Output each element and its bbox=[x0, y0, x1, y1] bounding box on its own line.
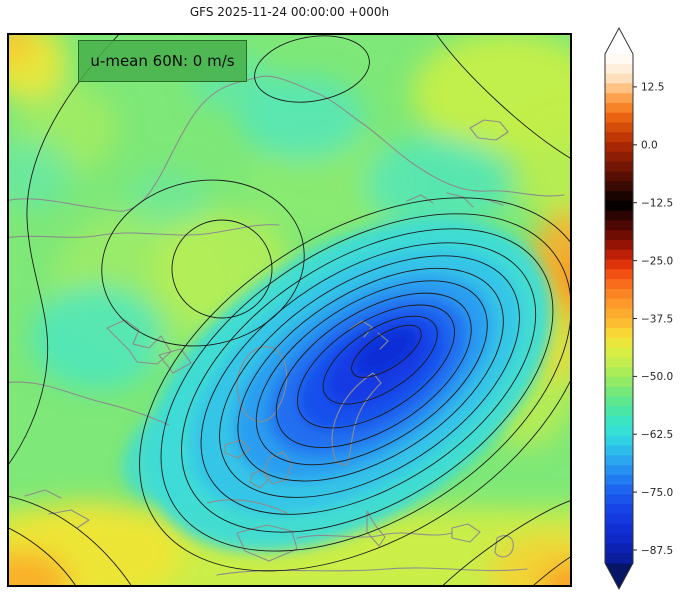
colorbar-band bbox=[605, 533, 633, 545]
weather-map bbox=[7, 33, 572, 587]
colorbar-band bbox=[605, 298, 633, 310]
contour-lines bbox=[7, 33, 572, 587]
colorbar-band bbox=[605, 230, 633, 241]
colorbar-band bbox=[605, 102, 633, 114]
colorbar-band bbox=[605, 200, 633, 212]
colorbar-band bbox=[605, 279, 633, 290]
colorbar-ticks: 12.5 0.0 −12.5 −25.0 −37.5 −50.0 −62.5 −75.0 −87… bbox=[633, 82, 673, 557]
colorbar-band bbox=[605, 122, 633, 133]
colorbar-band bbox=[605, 112, 633, 124]
colorbar-band bbox=[605, 514, 633, 525]
colorbar-tick-label: 12.5 bbox=[641, 82, 664, 94]
colorbar-band bbox=[605, 435, 633, 447]
anticyclone-outer-contour bbox=[101, 179, 305, 347]
colorbar-band bbox=[605, 220, 633, 231]
colorbar-band bbox=[605, 171, 633, 182]
colorbar-tick-label: −25.0 bbox=[641, 255, 673, 267]
colorbar-band bbox=[605, 161, 633, 173]
colorbar-band bbox=[605, 142, 633, 153]
colorbar-band bbox=[605, 337, 633, 349]
colorbar-band bbox=[605, 269, 633, 280]
colorbar-band bbox=[605, 455, 633, 466]
colorbar-band bbox=[605, 484, 633, 496]
colorbar-band bbox=[605, 239, 633, 251]
colorbar-over-arrow bbox=[605, 28, 633, 54]
colorbar-bands bbox=[605, 54, 633, 564]
temperature-field bbox=[7, 33, 572, 587]
colorbar-band bbox=[605, 83, 633, 94]
colorbar-band bbox=[605, 465, 633, 476]
colorbar-band bbox=[605, 181, 633, 192]
annotation-box: u-mean 60N: 0 m/s bbox=[78, 40, 247, 82]
colorbar-band bbox=[605, 523, 633, 535]
colorbar-band bbox=[605, 132, 633, 143]
colorbar-band bbox=[605, 308, 633, 319]
colorbar-band bbox=[605, 93, 633, 104]
colorbar-band bbox=[605, 249, 633, 261]
colorbar-band bbox=[605, 347, 633, 359]
colorbar-band bbox=[605, 259, 633, 270]
small-closed-contour bbox=[254, 35, 370, 103]
colorbar-band bbox=[605, 367, 633, 378]
colorbar-band bbox=[605, 406, 633, 417]
colorbar-band bbox=[605, 318, 633, 329]
colorbar-band bbox=[605, 425, 633, 437]
coastlines bbox=[7, 75, 565, 576]
colorbar-tick-label: −75.0 bbox=[641, 487, 673, 499]
colorbar-tick-label: 0.0 bbox=[641, 140, 658, 152]
colorbar-tick-label: −87.5 bbox=[641, 545, 673, 557]
colorbar-band bbox=[605, 63, 633, 75]
colorbar-band bbox=[605, 445, 633, 456]
colorbar-band bbox=[605, 288, 633, 300]
colorbar-band bbox=[605, 504, 633, 515]
colorbar-under-arrow bbox=[605, 563, 633, 589]
colorbar-tick-label: −37.5 bbox=[641, 313, 673, 325]
colorbar-band bbox=[605, 73, 633, 84]
colorbar-band bbox=[605, 357, 633, 368]
colorbar-band bbox=[605, 191, 633, 202]
colorbar-band bbox=[605, 416, 633, 427]
colorbar-band bbox=[605, 553, 633, 564]
colorbar-band bbox=[605, 386, 633, 398]
colorbar-band bbox=[605, 543, 633, 554]
colorbar-outline bbox=[604, 26, 634, 591]
colorbar-band bbox=[605, 54, 633, 65]
colorbar-band bbox=[605, 494, 633, 505]
colorbar-band bbox=[605, 377, 633, 388]
vortex-contours bbox=[139, 197, 572, 572]
colorbar-tick-label: −12.5 bbox=[641, 198, 673, 210]
colorbar-band bbox=[605, 151, 633, 163]
colorbar: 12.5 0.0 −12.5 −25.0 −37.5 −50.0 −62.5 −75.0 −87… bbox=[604, 26, 673, 591]
map-border bbox=[7, 33, 572, 587]
colorbar-tick-label: −62.5 bbox=[641, 429, 673, 441]
colorbar-band bbox=[605, 474, 633, 486]
anticyclone-inner-contour bbox=[171, 219, 273, 319]
figure-title: GFS 2025-11-24 00:00:00 +000h bbox=[189, 5, 390, 19]
colorbar-band bbox=[605, 210, 633, 222]
colorbar-tick-label: −50.0 bbox=[641, 371, 673, 383]
annotation-label: u-mean 60N: 0 m/s bbox=[90, 52, 235, 70]
colorbar-band bbox=[605, 328, 633, 339]
colorbar-band bbox=[605, 396, 633, 407]
